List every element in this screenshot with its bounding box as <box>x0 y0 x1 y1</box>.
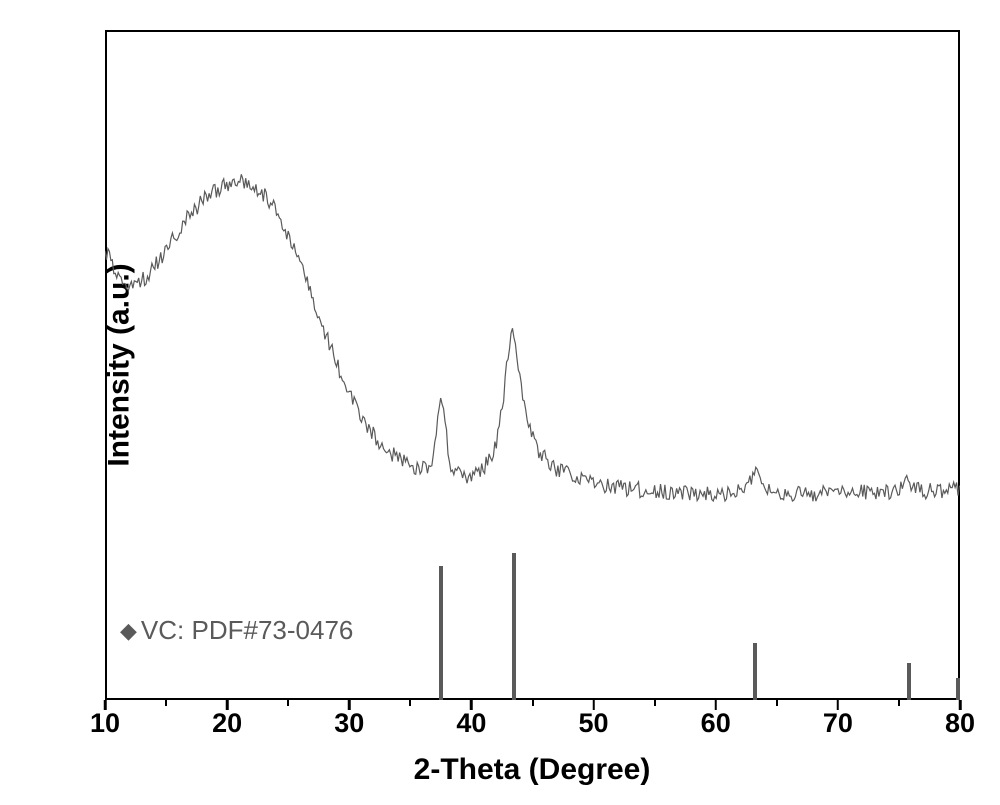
x-tick-minor <box>532 700 534 706</box>
x-tick-label: 30 <box>334 708 364 739</box>
x-tick-minor <box>776 700 778 706</box>
x-tick-minor <box>654 700 656 706</box>
x-tick-minor <box>165 700 167 706</box>
x-tick-label: 40 <box>456 708 486 739</box>
reference-peak-bar <box>439 566 443 700</box>
reference-peak-bar <box>907 663 911 700</box>
x-tick-minor <box>898 700 900 706</box>
x-tick-label: 80 <box>945 708 975 739</box>
reference-peak-bar <box>753 643 757 700</box>
x-tick-label: 10 <box>90 708 120 739</box>
x-tick-label: 20 <box>212 708 242 739</box>
x-axis-label: 2-Theta (Degree) <box>414 753 651 787</box>
reference-peak-bar <box>956 678 960 700</box>
legend: ◆ VC: PDF#73-0476 <box>120 615 353 646</box>
x-tick-label: 60 <box>701 708 731 739</box>
legend-text: VC: PDF#73-0476 <box>141 615 353 646</box>
x-tick-minor <box>409 700 411 706</box>
x-tick-minor <box>287 700 289 706</box>
reference-peak-bar <box>512 553 516 700</box>
legend-marker-icon: ◆ <box>120 618 137 644</box>
xrd-chart: Intensity (a.u.) 2-Theta (Degree) ◆ VC: … <box>0 0 1000 805</box>
x-tick-label: 50 <box>579 708 609 739</box>
x-tick-label: 70 <box>823 708 853 739</box>
xrd-curve <box>105 30 960 700</box>
